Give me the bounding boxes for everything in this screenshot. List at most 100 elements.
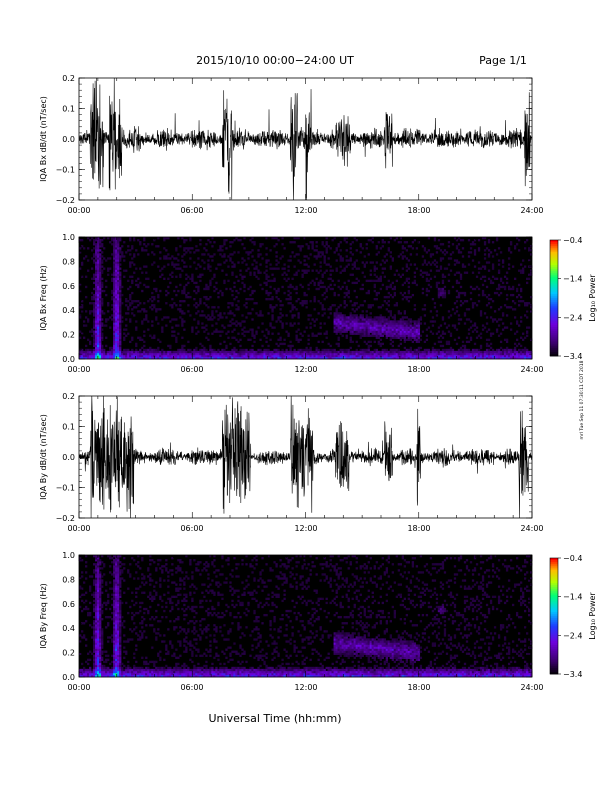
spectrogram-cell [105, 285, 108, 289]
spectrogram-cell [103, 666, 106, 670]
spectrogram-cell [121, 350, 124, 354]
spectrogram-cell [301, 356, 304, 360]
spectrogram-cell [113, 609, 116, 613]
spectrogram-cell [87, 259, 90, 262]
spectrogram-cell [115, 281, 118, 285]
spectrogram-cell [441, 352, 445, 356]
spectrogram-cell [217, 263, 220, 266]
spectrogram-cell [445, 352, 449, 356]
spectrogram-cell [175, 293, 178, 297]
spectrogram-cell [485, 350, 489, 354]
spectrogram-cell [369, 350, 372, 354]
spectrogram-cell [421, 350, 425, 354]
y-axis-label: IQA Bx dB/dt (nT/sec) [39, 96, 48, 182]
spectrogram-cell [295, 237, 298, 240]
spectrogram-cell [193, 356, 196, 360]
spectrogram-cell [391, 324, 394, 327]
spectrogram-cell [189, 257, 192, 260]
spectrogram-cell [191, 279, 194, 283]
spectrogram-cell [187, 295, 190, 299]
spectrogram-cell [113, 332, 116, 335]
spectrogram-cell [111, 352, 114, 356]
spectrogram-cell [447, 354, 451, 358]
spectrogram-cell [315, 269, 318, 272]
spectrogram-cell [493, 318, 497, 321]
spectrogram-cell [145, 245, 148, 248]
spectrogram-cell [509, 293, 513, 297]
spectrogram-cell [389, 330, 392, 333]
spectrogram-cell [467, 352, 471, 356]
spectrogram-cell [501, 281, 505, 285]
spectrogram-cell [273, 237, 276, 240]
spectrogram-cell [129, 318, 132, 321]
spectrogram-cell [97, 593, 100, 596]
spectrogram-cell [315, 318, 318, 321]
spectrogram-cell [319, 265, 322, 268]
spectrogram-cell [337, 318, 340, 321]
spectrogram-cell [115, 636, 118, 639]
spectrogram-cell [187, 304, 190, 307]
spectrogram-cell [497, 348, 501, 352]
spectrogram-cell [125, 328, 128, 331]
spectrogram-cell [345, 326, 348, 329]
spectrogram-cell [81, 356, 84, 360]
spectrogram-cell [499, 350, 503, 354]
spectrogram-cell [299, 356, 302, 360]
spectrogram-cell [457, 295, 461, 299]
spectrogram-cell [123, 332, 126, 335]
spectrogram-cell [95, 599, 98, 603]
spectrogram-cell [479, 352, 483, 356]
spectrogram-cell [415, 338, 419, 341]
spectrogram-cell [115, 585, 118, 588]
spectrogram-cell [353, 330, 356, 333]
spectrogram-cell [153, 336, 156, 339]
spectrogram-cell [105, 350, 108, 354]
spectrogram-cell [139, 348, 142, 352]
spectrogram-cell [115, 622, 118, 625]
spectrogram-cell [443, 267, 447, 270]
spectrogram-cell [247, 312, 250, 315]
spectrogram-cell [155, 348, 158, 352]
spectrogram-cell [111, 573, 114, 576]
spectrogram-cell [155, 352, 158, 356]
spectrogram-cell [117, 241, 120, 244]
spectrogram-cell [291, 350, 294, 354]
spectrogram-cell [389, 320, 392, 323]
spectrogram-cell [181, 318, 184, 321]
spectrogram-cell [111, 618, 114, 621]
spectrogram-cell [277, 298, 280, 301]
spectrogram-cell [435, 354, 439, 358]
spectrogram-cell [259, 348, 262, 352]
spectrogram-cell [477, 352, 481, 356]
spectrogram-cell [399, 291, 403, 295]
spectrogram-cell [91, 249, 94, 252]
spectrogram-cell [93, 636, 96, 639]
spectrogram-cell [195, 291, 198, 295]
spectrogram-cell [435, 332, 439, 335]
spectrogram-cell [93, 626, 96, 629]
spectrogram-cell [349, 340, 352, 344]
spectrogram-cell [83, 354, 86, 358]
spectrogram-cell [229, 253, 232, 256]
spectrogram-cell [335, 326, 338, 329]
spectrogram-cell [151, 324, 154, 327]
spectrogram-cell [135, 326, 138, 329]
spectrogram-cell [105, 658, 108, 662]
spectrogram-cell [121, 352, 124, 356]
spectrogram-cell [91, 298, 94, 301]
spectrogram-cell [363, 334, 366, 337]
colorbar-step [550, 328, 558, 332]
spectrogram-cell [513, 346, 517, 350]
spectrogram-cell [345, 293, 348, 297]
spectrogram-cell [151, 308, 154, 311]
spectrogram-cell [101, 672, 104, 676]
spectrogram-cell [335, 320, 338, 323]
spectrogram-cell [365, 243, 368, 246]
spectrogram-cell [321, 354, 324, 358]
spectrogram-cell [83, 670, 86, 674]
spectrogram-cell [105, 356, 108, 360]
spectrogram-cell [469, 350, 473, 354]
spectrogram-cell [115, 644, 118, 647]
spectrogram-cell [97, 654, 100, 657]
spectrogram-cell [211, 352, 214, 356]
